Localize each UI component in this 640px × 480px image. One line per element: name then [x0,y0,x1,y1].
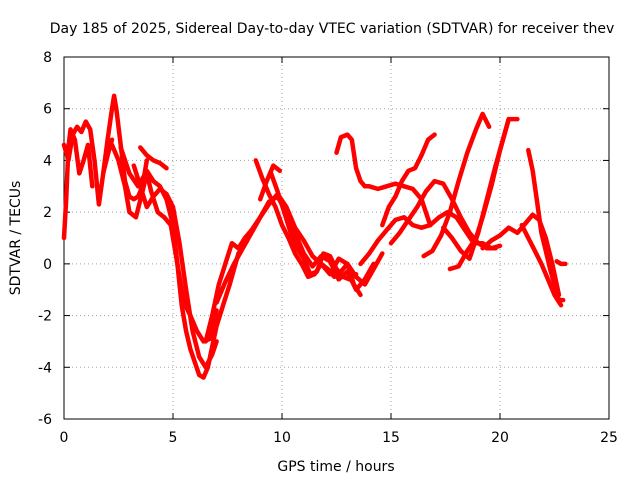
series-track-5 [118,145,250,380]
y-tick-label: -4 [38,360,52,376]
x-tick-label: 20 [491,430,509,446]
series-track-20 [480,212,562,298]
series-track-22 [519,222,564,308]
y-tick-label: -6 [38,412,52,428]
data-series [61,93,568,380]
series-track-23 [554,259,568,267]
x-tick-label: 5 [169,430,178,446]
series-track-21 [526,147,566,303]
y-tick-label: 6 [43,102,52,118]
y-tick-label: 8 [43,50,52,66]
y-axis-label: SDTVAR / TECUs [8,181,24,296]
y-tick-label: 4 [43,153,52,169]
series-track-19 [447,116,520,272]
y-tick-label: 0 [43,257,52,273]
y-tick-label: 2 [43,205,52,221]
series-track-16 [388,178,498,251]
series-track-13 [334,132,433,228]
x-tick-label: 0 [60,430,69,446]
series-track-7 [138,145,169,171]
y-tick-labels: -6 -4 -2 0 2 4 6 8 [38,50,52,428]
series-track-12 [257,163,283,202]
x-axis-label: GPS time / hours [277,459,394,475]
series-track-17 [421,111,492,259]
series-track-15 [380,132,437,228]
x-tick-labels: 0 5 10 15 20 25 [60,430,618,446]
x-tick-label: 15 [382,430,400,446]
series-track-10 [253,158,363,298]
x-tick-label: 10 [273,430,291,446]
series-track-3 [100,93,150,202]
series-track-1 [61,127,95,241]
y-tick-label: -2 [38,309,52,325]
x-tick-label: 25 [600,430,618,446]
series-track-11 [268,171,359,282]
series-track-4 [109,142,219,344]
series-track-9 [214,194,376,305]
series-track-6 [131,163,219,370]
chart-title: Day 185 of 2025, Sidereal Day-to-day VTE… [50,21,614,37]
